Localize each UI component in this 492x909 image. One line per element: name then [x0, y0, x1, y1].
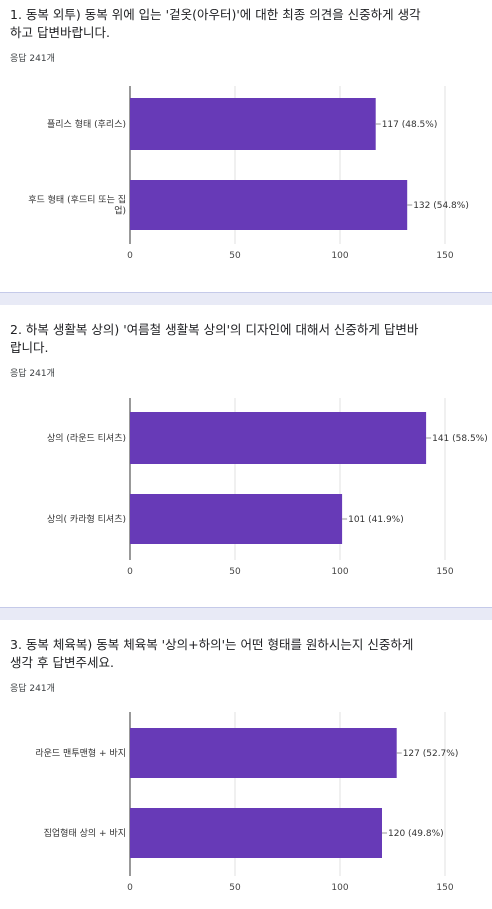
category-label: 업) — [114, 206, 126, 217]
category-label: 상의( 카라형 티셔츠) — [47, 514, 126, 525]
x-tick-label: 150 — [436, 883, 453, 893]
question-title: 2. 하복 생활복 상의) '여름철 생활복 상의'의 디자인에 대해서 신중하… — [10, 322, 419, 355]
x-tick-label: 50 — [229, 567, 241, 577]
data-label: 117 (48.5%) — [382, 120, 438, 130]
category-label: 집업형태 상의 + 바지 — [44, 827, 126, 839]
x-tick-label: 50 — [229, 883, 241, 893]
response-count: 응답 241개 — [10, 684, 55, 694]
bar — [130, 98, 376, 150]
question-title: 1. 동복 외투) 동복 위에 입는 '겉옷(아우터)'에 대한 최종 의견을 … — [10, 7, 421, 40]
category-label: 라운드 맨투맨형 + 바지 — [35, 748, 126, 759]
x-tick-label: 0 — [127, 567, 133, 577]
category-label: 후드 형태 (후드티 또는 집 — [28, 194, 126, 206]
x-tick-label: 0 — [127, 251, 133, 261]
x-tick-label: 100 — [331, 567, 348, 577]
bar — [130, 180, 408, 230]
question-card-1: 1. 동복 외투) 동복 위에 입는 '겉옷(아우터)'에 대한 최종 의견을 … — [0, 0, 492, 292]
bar — [130, 728, 397, 778]
response-count: 응답 241개 — [10, 54, 55, 64]
category-label: 상의 (라운드 티셔츠) — [47, 433, 126, 444]
data-label: 132 (54.8%) — [413, 201, 469, 211]
data-label: 101 (41.9%) — [348, 515, 404, 525]
data-label: 120 (49.8%) — [388, 829, 444, 839]
data-label: 141 (58.5%) — [432, 434, 488, 444]
x-tick-label: 100 — [331, 251, 348, 261]
response-count: 응답 241개 — [10, 369, 55, 379]
x-tick-label: 0 — [127, 883, 133, 893]
question-title: 3. 동복 체육복) 동복 체육복 '상의+하의'는 어떤 형태를 원하시는지 … — [10, 637, 414, 670]
x-tick-label: 150 — [436, 567, 453, 577]
x-tick-label: 150 — [436, 251, 453, 261]
data-label: 127 (52.7%) — [403, 749, 459, 759]
x-tick-label: 100 — [331, 883, 348, 893]
bar — [130, 808, 382, 858]
bar — [130, 412, 427, 464]
x-tick-label: 50 — [229, 251, 241, 261]
category-label: 플리스 형태 (후리스) — [47, 119, 126, 130]
bar — [130, 494, 343, 544]
